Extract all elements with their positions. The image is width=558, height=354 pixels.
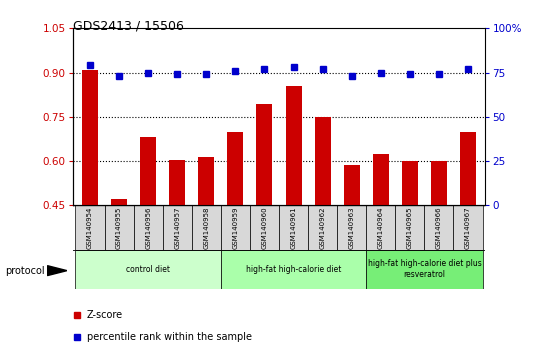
Text: GSM140954: GSM140954 bbox=[87, 206, 93, 249]
Bar bbox=[163, 205, 192, 250]
Bar bbox=[366, 250, 483, 289]
Text: GSM140965: GSM140965 bbox=[407, 206, 413, 249]
Text: GSM140966: GSM140966 bbox=[436, 206, 442, 249]
Bar bbox=[221, 205, 250, 250]
Text: GSM140963: GSM140963 bbox=[349, 206, 355, 249]
Bar bbox=[373, 154, 389, 338]
Bar bbox=[425, 205, 454, 250]
Bar bbox=[250, 205, 279, 250]
Bar bbox=[366, 205, 395, 250]
Bar bbox=[344, 166, 360, 338]
Text: GSM140959: GSM140959 bbox=[232, 206, 238, 249]
Bar bbox=[75, 250, 221, 289]
Bar bbox=[257, 104, 272, 338]
Bar bbox=[279, 205, 308, 250]
Bar bbox=[402, 161, 418, 338]
Bar bbox=[192, 205, 221, 250]
Text: GSM140956: GSM140956 bbox=[145, 206, 151, 249]
Text: GSM140957: GSM140957 bbox=[174, 206, 180, 249]
Bar bbox=[227, 132, 243, 338]
Bar bbox=[315, 117, 330, 338]
Bar bbox=[460, 132, 476, 338]
Bar bbox=[221, 250, 366, 289]
Text: GSM140958: GSM140958 bbox=[203, 206, 209, 249]
Text: GSM140962: GSM140962 bbox=[320, 206, 326, 249]
Text: GDS2413 / 15506: GDS2413 / 15506 bbox=[73, 19, 184, 33]
Bar bbox=[286, 86, 301, 338]
Text: GSM140967: GSM140967 bbox=[465, 206, 471, 249]
Text: GSM140961: GSM140961 bbox=[291, 206, 296, 249]
Bar bbox=[337, 205, 366, 250]
Text: GSM140955: GSM140955 bbox=[116, 206, 122, 249]
Bar bbox=[104, 205, 133, 250]
Bar bbox=[111, 199, 127, 338]
Text: high-fat high-calorie diet: high-fat high-calorie diet bbox=[246, 264, 341, 274]
Bar bbox=[169, 160, 185, 338]
Bar bbox=[198, 156, 214, 338]
Text: high-fat high-calorie diet plus
resveratrol: high-fat high-calorie diet plus resverat… bbox=[368, 259, 481, 279]
Text: percentile rank within the sample: percentile rank within the sample bbox=[87, 332, 252, 342]
Bar bbox=[431, 161, 447, 338]
Text: Z-score: Z-score bbox=[87, 310, 123, 320]
Bar bbox=[140, 137, 156, 338]
Bar bbox=[395, 205, 425, 250]
Bar bbox=[133, 205, 163, 250]
Bar bbox=[82, 70, 98, 338]
Bar bbox=[308, 205, 337, 250]
Polygon shape bbox=[47, 266, 67, 275]
Bar bbox=[454, 205, 483, 250]
Text: protocol: protocol bbox=[6, 266, 45, 276]
Text: control diet: control diet bbox=[126, 264, 170, 274]
Text: GSM140964: GSM140964 bbox=[378, 206, 384, 249]
Bar bbox=[75, 205, 104, 250]
Text: GSM140960: GSM140960 bbox=[262, 206, 267, 249]
